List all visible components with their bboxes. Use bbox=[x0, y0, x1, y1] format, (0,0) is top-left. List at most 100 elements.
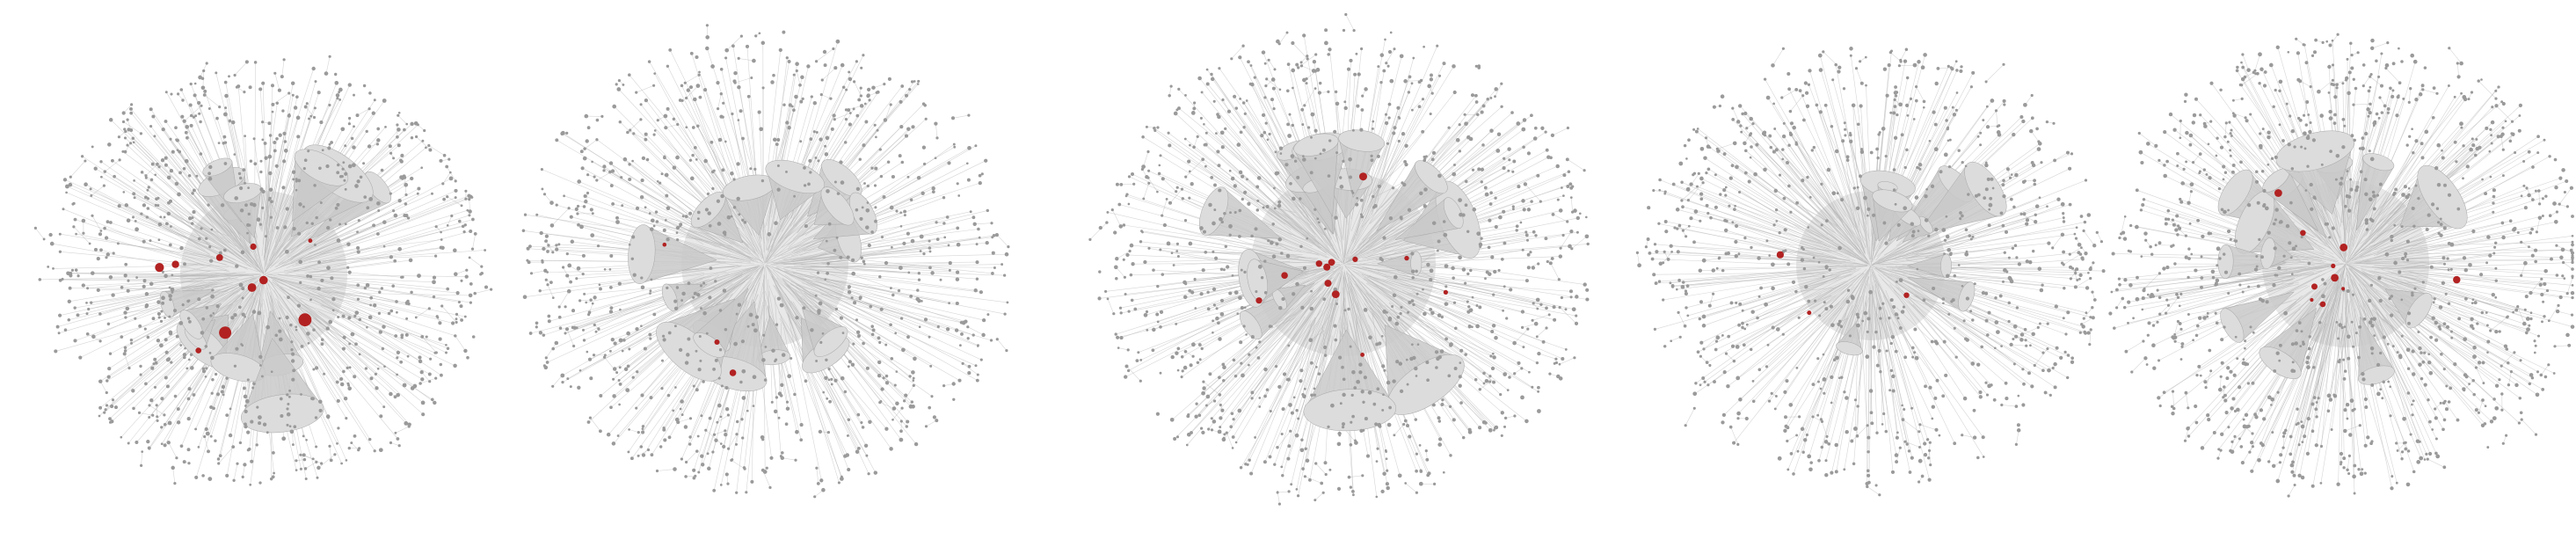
node bbox=[1474, 377, 1478, 382]
node bbox=[428, 380, 432, 383]
node bbox=[272, 451, 275, 455]
node bbox=[1183, 218, 1188, 222]
node bbox=[770, 80, 775, 84]
node bbox=[230, 316, 235, 320]
node bbox=[1433, 482, 1437, 486]
edge bbox=[622, 267, 761, 352]
node bbox=[1218, 337, 1222, 341]
node bbox=[973, 288, 978, 293]
node bbox=[591, 212, 594, 215]
edge bbox=[172, 467, 176, 484]
node bbox=[1217, 164, 1221, 168]
node bbox=[540, 168, 543, 171]
node bbox=[1442, 470, 1445, 474]
node bbox=[1295, 62, 1299, 67]
edge bbox=[1365, 282, 1505, 375]
node bbox=[717, 222, 722, 226]
node bbox=[165, 222, 169, 226]
node bbox=[841, 85, 846, 89]
node bbox=[1350, 189, 1354, 193]
node bbox=[1212, 303, 1217, 307]
node bbox=[1474, 100, 1479, 104]
node bbox=[1330, 403, 1335, 408]
edge bbox=[92, 273, 254, 276]
node bbox=[209, 314, 213, 317]
edge bbox=[1264, 287, 1335, 463]
node bbox=[358, 317, 362, 322]
node bbox=[169, 225, 172, 228]
node bbox=[1393, 434, 1396, 437]
node bbox=[852, 342, 855, 346]
node bbox=[855, 449, 860, 454]
hub-cone-cap bbox=[820, 186, 855, 226]
edge bbox=[1226, 432, 1233, 449]
node bbox=[100, 175, 103, 179]
node bbox=[252, 382, 256, 386]
node bbox=[1531, 318, 1534, 322]
node bbox=[1569, 295, 1573, 299]
node bbox=[589, 298, 593, 302]
node bbox=[1273, 463, 1277, 466]
node bbox=[686, 88, 690, 92]
node bbox=[697, 217, 700, 221]
node bbox=[984, 158, 988, 163]
node bbox=[738, 213, 741, 216]
node bbox=[576, 204, 580, 208]
node bbox=[141, 450, 144, 453]
node bbox=[620, 176, 623, 179]
node bbox=[1219, 416, 1223, 420]
node bbox=[1339, 176, 1343, 179]
edge bbox=[816, 48, 834, 62]
node bbox=[1414, 418, 1418, 421]
node bbox=[906, 419, 910, 424]
node bbox=[113, 174, 116, 179]
edge bbox=[305, 316, 345, 372]
node bbox=[650, 218, 655, 223]
node bbox=[1571, 210, 1575, 214]
node bbox=[248, 85, 252, 90]
node bbox=[639, 118, 643, 121]
node bbox=[594, 330, 598, 333]
node bbox=[894, 332, 898, 335]
edge bbox=[1561, 296, 1572, 298]
edge bbox=[1270, 332, 1322, 457]
edge bbox=[264, 97, 298, 261]
node bbox=[295, 325, 298, 329]
node bbox=[356, 230, 359, 234]
node bbox=[1524, 233, 1529, 237]
node bbox=[1189, 363, 1193, 368]
node bbox=[1410, 269, 1415, 274]
node bbox=[1544, 237, 1548, 241]
node bbox=[96, 288, 100, 292]
edge bbox=[633, 133, 646, 140]
node bbox=[264, 156, 268, 160]
node bbox=[249, 483, 252, 486]
node bbox=[164, 120, 168, 123]
node bbox=[866, 184, 870, 188]
node bbox=[323, 372, 326, 376]
edge bbox=[303, 197, 456, 262]
node bbox=[1429, 277, 1433, 282]
edge bbox=[768, 66, 809, 244]
node bbox=[1189, 143, 1191, 147]
edge bbox=[854, 81, 862, 97]
edge bbox=[2001, 405, 2017, 407]
node bbox=[680, 84, 684, 88]
node bbox=[320, 342, 324, 346]
node bbox=[302, 434, 305, 438]
node bbox=[1175, 250, 1179, 252]
node bbox=[293, 425, 297, 429]
node bbox=[913, 80, 916, 83]
node bbox=[257, 310, 262, 316]
node bbox=[1513, 414, 1517, 418]
node bbox=[1573, 356, 1576, 360]
node bbox=[1324, 40, 1328, 46]
node bbox=[1439, 349, 1444, 354]
node bbox=[298, 202, 302, 207]
node bbox=[135, 227, 139, 232]
node bbox=[1521, 199, 1525, 203]
node bbox=[1401, 132, 1406, 136]
node bbox=[895, 370, 899, 373]
node bbox=[1223, 433, 1226, 436]
node bbox=[1280, 432, 1284, 436]
